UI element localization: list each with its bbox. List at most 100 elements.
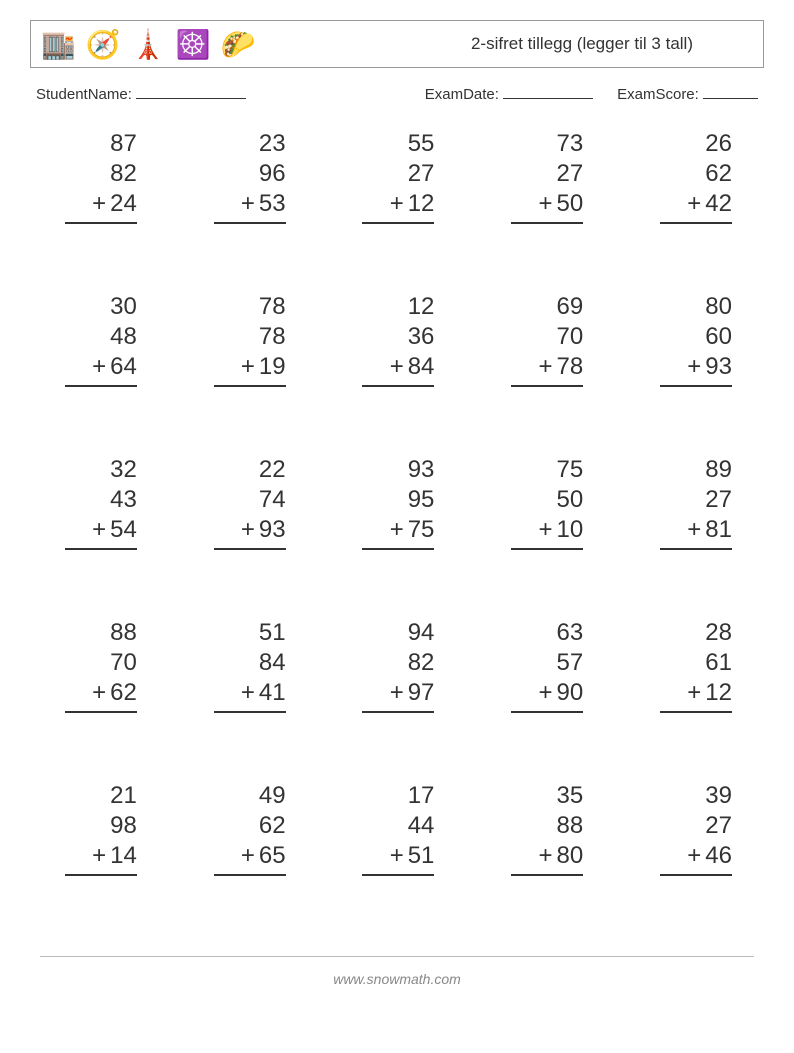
addend-1: 94 — [338, 618, 435, 648]
operator: + — [390, 352, 408, 382]
answer-line[interactable] — [511, 711, 583, 735]
answer-line[interactable] — [660, 548, 732, 572]
addend-3: 12 — [408, 189, 435, 219]
answer-line[interactable] — [362, 385, 434, 409]
answer-line[interactable] — [214, 874, 286, 898]
addend-2: 27 — [486, 159, 583, 189]
exam-score-blank[interactable] — [703, 98, 758, 99]
answer-line[interactable] — [511, 874, 583, 898]
addend-3: 53 — [259, 189, 286, 219]
worksheet-header: 🏬 🧭 🗼 ☸️ 🌮 2-sifret tillegg (legger til … — [30, 20, 764, 68]
answer-line[interactable] — [214, 222, 286, 246]
answer-line[interactable] — [362, 548, 434, 572]
addition-problem: 8782+24 — [40, 129, 159, 246]
operator: + — [92, 841, 110, 871]
addend-3: 93 — [259, 515, 286, 545]
answer-line[interactable] — [660, 874, 732, 898]
answer-line[interactable] — [362, 874, 434, 898]
operator: + — [241, 841, 259, 871]
answer-line[interactable] — [65, 222, 137, 246]
addition-problem: 3243+54 — [40, 455, 159, 572]
addend-2: 82 — [40, 159, 137, 189]
addend-2: 60 — [635, 322, 732, 352]
operator: + — [538, 515, 556, 545]
addend-1: 51 — [189, 618, 286, 648]
answer-line[interactable] — [660, 711, 732, 735]
addition-problem: 6357+90 — [486, 618, 605, 735]
addend-2: 78 — [189, 322, 286, 352]
addition-problem: 2396+53 — [189, 129, 308, 246]
answer-line[interactable] — [362, 222, 434, 246]
addend-3: 90 — [556, 678, 583, 708]
addend-3: 51 — [408, 841, 435, 871]
addend-1: 49 — [189, 781, 286, 811]
operator: + — [390, 189, 408, 219]
addend-1: 23 — [189, 129, 286, 159]
answer-line[interactable] — [214, 548, 286, 572]
addend-1: 63 — [486, 618, 583, 648]
addend-2: 96 — [189, 159, 286, 189]
exam-score-label: ExamScore: — [617, 86, 699, 103]
answer-line[interactable] — [65, 548, 137, 572]
answer-line[interactable] — [511, 385, 583, 409]
addend-3: 19 — [259, 352, 286, 382]
addend-2: 27 — [635, 811, 732, 841]
addend-1: 73 — [486, 129, 583, 159]
student-name-blank[interactable] — [136, 98, 246, 99]
addend-2: 57 — [486, 648, 583, 678]
addition-problem: 9395+75 — [338, 455, 457, 572]
addend-1: 28 — [635, 618, 732, 648]
addend-2: 61 — [635, 648, 732, 678]
answer-line[interactable] — [511, 222, 583, 246]
addend-3: 10 — [556, 515, 583, 545]
addend-2: 74 — [189, 485, 286, 515]
addition-problem: 7550+10 — [486, 455, 605, 572]
header-icons: 🏬 🧭 🗼 ☸️ 🌮 — [41, 28, 255, 61]
addition-problem: 3048+64 — [40, 292, 159, 409]
addend-3: 65 — [259, 841, 286, 871]
operator: + — [538, 352, 556, 382]
operator: + — [241, 189, 259, 219]
answer-line[interactable] — [660, 385, 732, 409]
worksheet-title: 2-sifret tillegg (legger til 3 tall) — [471, 34, 753, 54]
answer-line[interactable] — [214, 385, 286, 409]
addend-3: 62 — [110, 678, 137, 708]
addend-3: 50 — [556, 189, 583, 219]
addend-1: 89 — [635, 455, 732, 485]
addend-1: 80 — [635, 292, 732, 322]
answer-line[interactable] — [511, 548, 583, 572]
addend-2: 70 — [40, 648, 137, 678]
exam-date-blank[interactable] — [503, 98, 593, 99]
operator: + — [538, 841, 556, 871]
answer-line[interactable] — [214, 711, 286, 735]
student-name-label: StudentName: — [36, 86, 132, 103]
addend-1: 69 — [486, 292, 583, 322]
operator: + — [538, 678, 556, 708]
addend-2: 27 — [338, 159, 435, 189]
addend-3: 14 — [110, 841, 137, 871]
addition-problem: 1236+84 — [338, 292, 457, 409]
footer-text: www.snowmath.com — [30, 957, 764, 997]
addend-2: 62 — [189, 811, 286, 841]
addend-2: 82 — [338, 648, 435, 678]
addend-1: 12 — [338, 292, 435, 322]
addend-3: 54 — [110, 515, 137, 545]
addition-problem: 7878+19 — [189, 292, 308, 409]
addend-3: 78 — [556, 352, 583, 382]
operator: + — [687, 352, 705, 382]
exam-date-label: ExamDate: — [425, 86, 499, 103]
icon-wheel: ☸️ — [176, 28, 211, 61]
operator: + — [538, 189, 556, 219]
answer-line[interactable] — [65, 874, 137, 898]
operator: + — [92, 189, 110, 219]
addition-problem: 7327+50 — [486, 129, 605, 246]
answer-line[interactable] — [65, 385, 137, 409]
addition-problem: 1744+51 — [338, 781, 457, 898]
answer-line[interactable] — [362, 711, 434, 735]
operator: + — [241, 678, 259, 708]
addend-1: 21 — [40, 781, 137, 811]
addend-3: 97 — [408, 678, 435, 708]
answer-line[interactable] — [65, 711, 137, 735]
addition-problem: 8870+62 — [40, 618, 159, 735]
answer-line[interactable] — [660, 222, 732, 246]
